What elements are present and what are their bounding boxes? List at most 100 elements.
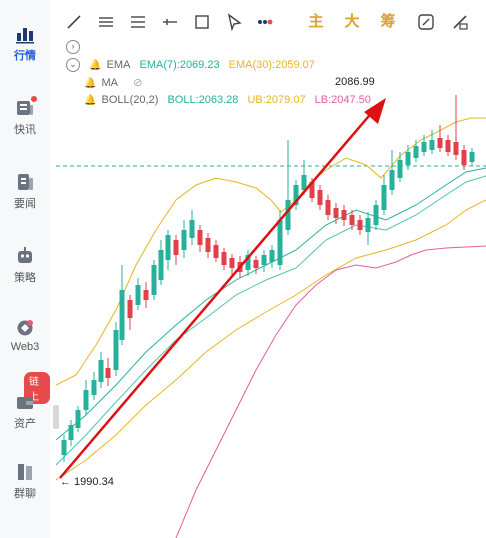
chevron-down-icon[interactable]: ⌄ <box>66 58 80 72</box>
cursor-icon[interactable] <box>222 10 246 34</box>
ema30-value: EMA(30):2059.07 <box>228 58 315 71</box>
main-chart-toggle[interactable]: 主 <box>308 13 324 30</box>
more-dots-icon[interactable] <box>254 10 278 34</box>
horizontal-ray-icon[interactable] <box>158 10 182 34</box>
candle-body <box>91 380 97 395</box>
chip-distribution-toggle[interactable]: 筹 <box>380 13 396 30</box>
candle-body <box>113 330 119 370</box>
candle-body <box>469 152 475 162</box>
candle-body <box>75 410 81 428</box>
candle-body <box>158 250 164 280</box>
candle-body <box>189 220 195 238</box>
sidebar-item-web3[interactable]: Web3 <box>0 318 50 353</box>
boll-ub-value: UB:2079.07 <box>247 94 306 106</box>
sidebar: 行情 快讯 要闻 策略 Web3 链上 资产 群聊 <box>0 0 50 538</box>
chevron-right-icon[interactable]: › <box>66 40 80 54</box>
candle-body <box>105 368 111 378</box>
candle-body <box>301 175 307 190</box>
ema30-line <box>56 199 486 481</box>
candle-body <box>135 285 141 305</box>
parallel-lines-icon[interactable] <box>94 10 118 34</box>
boll-indicator-row[interactable]: 🔔 BOLL(20,2) BOLL:2063.28 UB:2079.07 LB:… <box>84 94 371 106</box>
candle-body <box>293 185 299 205</box>
ema7-line <box>56 175 486 466</box>
onchain-badge: 链上 <box>24 372 50 404</box>
sidebar-item-strategy[interactable]: 策略 <box>0 246 50 285</box>
horizontal-lines-icon[interactable] <box>126 10 150 34</box>
ema-indicator-row[interactable]: ⌄ 🔔 EMA EMA(7):2069.23 EMA(30):2059.07 <box>66 58 321 72</box>
bell-icon[interactable]: 🔔 <box>84 94 97 106</box>
candle-body <box>421 142 427 152</box>
collapse-row: › <box>66 40 86 54</box>
candle-body <box>453 142 459 155</box>
candlestick-chart[interactable] <box>56 90 486 538</box>
rectangle-icon[interactable] <box>190 10 214 34</box>
sidebar-item-assets[interactable]: 资产 <box>0 392 50 431</box>
candle-body <box>119 290 125 340</box>
chat-icon <box>18 464 32 480</box>
candle-body <box>181 230 187 250</box>
boll-name: BOLL(20,2) <box>101 94 159 106</box>
candle-body <box>429 140 435 150</box>
candle-body <box>365 218 371 232</box>
candle-body <box>445 140 451 152</box>
candle-body <box>325 200 331 215</box>
bell-icon[interactable]: 🔔 <box>84 77 97 89</box>
candle-body <box>333 208 339 218</box>
candle-body <box>173 240 179 255</box>
clear-drawing-icon[interactable] <box>448 10 472 34</box>
lower-band-line <box>175 245 486 538</box>
sidebar-item-label: 策略 <box>14 272 36 284</box>
low-price-label: ← 1990.34 <box>60 476 114 488</box>
candle-body <box>269 250 275 262</box>
wallet-icon <box>17 397 33 409</box>
candle-body <box>197 230 203 245</box>
document-icon <box>18 174 33 190</box>
candle-body <box>253 260 259 268</box>
candle-body <box>127 300 133 318</box>
sidebar-item-label: 快讯 <box>14 124 36 136</box>
notification-dot <box>31 96 37 102</box>
candle-body <box>461 150 467 165</box>
candle-body <box>413 146 419 158</box>
robot-icon <box>18 247 32 263</box>
candle-body <box>373 205 379 225</box>
candle-body <box>317 190 323 205</box>
large-order-toggle[interactable]: 大 <box>344 13 360 30</box>
trend-arrow-line <box>59 109 375 479</box>
candle-body <box>83 390 89 410</box>
candle-body <box>68 425 74 440</box>
web3-icon <box>17 320 33 336</box>
ema-name: EMA <box>106 58 131 71</box>
sidebar-item-label: 要闻 <box>14 198 36 210</box>
ma-name: MA <box>101 77 119 89</box>
candle-body <box>213 245 219 258</box>
high-price-label: 2086.99 <box>335 76 375 88</box>
candle-body <box>61 440 67 455</box>
candle-body <box>381 185 387 210</box>
ema7-value: EMA(7):2069.23 <box>139 58 220 71</box>
sidebar-item-market[interactable]: 行情 <box>0 24 50 63</box>
upper-band-line <box>56 117 486 386</box>
candle-body <box>143 290 149 300</box>
candle-body <box>437 138 443 148</box>
screenshot-icon[interactable] <box>414 10 438 34</box>
line-tool-icon[interactable] <box>62 10 86 34</box>
candle-body <box>349 215 355 225</box>
sidebar-item-headlines[interactable]: 要闻 <box>0 172 50 211</box>
candle-body <box>98 360 104 382</box>
eye-hidden-icon[interactable]: ⊘ <box>133 77 143 89</box>
sidebar-item-label: 行情 <box>14 50 36 62</box>
candle-body <box>229 258 235 268</box>
sidebar-item-news-flash[interactable]: 快讯 <box>0 96 50 137</box>
bell-icon[interactable]: 🔔 <box>89 59 102 71</box>
ma-indicator-row[interactable]: 🔔 MA ⊘ <box>84 76 142 89</box>
sidebar-item-label: 群聊 <box>14 488 36 500</box>
news-flash-icon <box>17 101 33 115</box>
chart-scroll-handle[interactable] <box>53 405 59 429</box>
candle-body <box>285 200 291 230</box>
sidebar-item-chat[interactable]: 群聊 <box>0 462 50 501</box>
candle-body <box>165 235 171 260</box>
candle-body <box>261 255 267 265</box>
boll-lb-value: LB:2047.50 <box>314 94 371 106</box>
